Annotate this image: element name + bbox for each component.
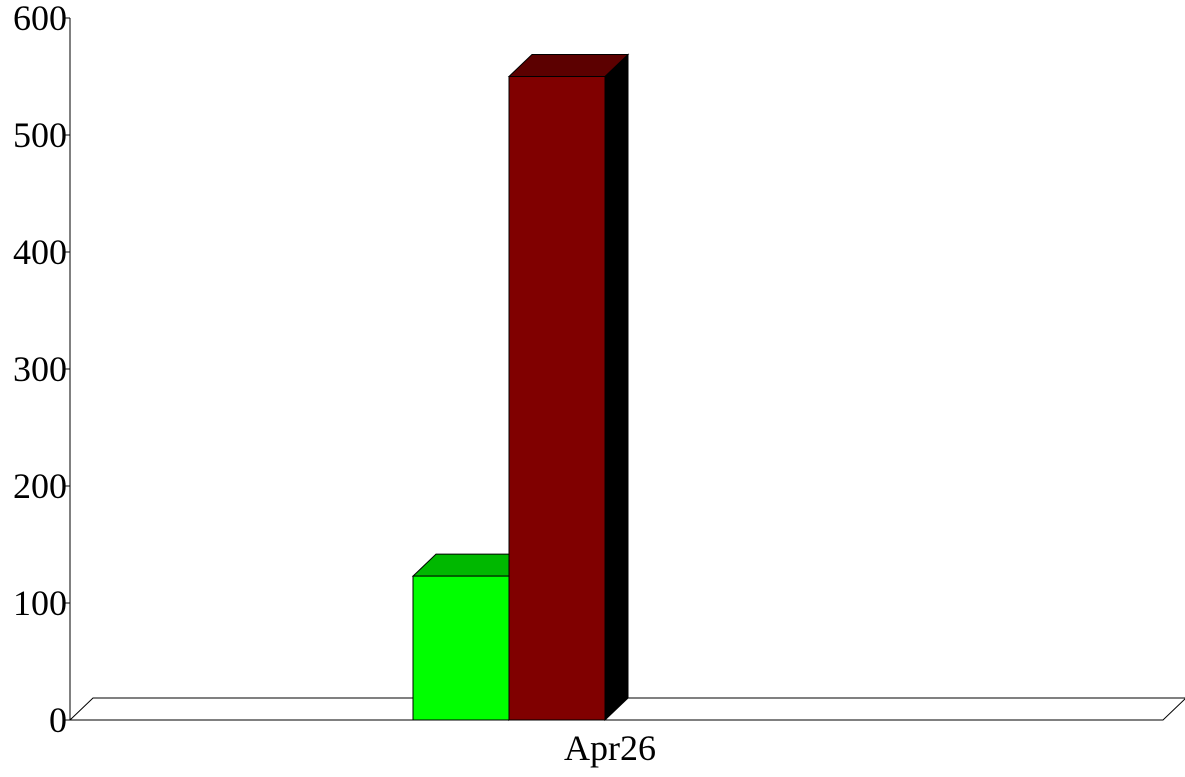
bar-side-face <box>604 53 629 722</box>
y-tick-label: 0 <box>49 700 67 740</box>
floor-plane <box>68 697 1185 721</box>
y-tick-label: 100 <box>13 583 67 623</box>
x-tick-label: Apr26 <box>564 728 656 768</box>
bar-front-face <box>412 575 510 721</box>
x-axis-labels: Apr26 <box>564 728 656 768</box>
y-tick-label: 600 <box>13 0 67 38</box>
y-axis: 0 100 200 300 400 500 600 <box>13 0 71 740</box>
bar-2 <box>507 53 630 722</box>
chart-floor <box>68 697 1185 721</box>
y-tick-label: 500 <box>13 115 67 155</box>
bars <box>411 53 630 722</box>
y-tick-label: 400 <box>13 232 67 272</box>
y-tick-label: 300 <box>13 349 67 389</box>
y-tick-label: 200 <box>13 466 67 506</box>
bar-front-face <box>508 76 606 721</box>
